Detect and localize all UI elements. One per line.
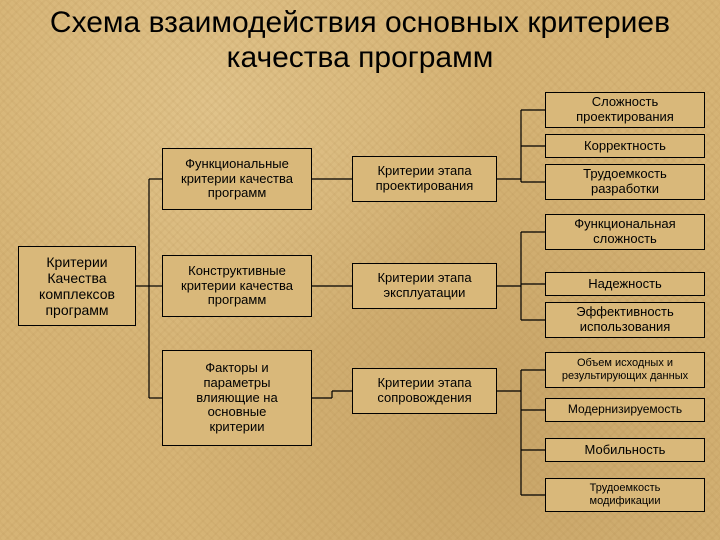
node-c2c: Факторы ипараметрывлияющие наосновныекри… [162,350,312,446]
node-r6: Эффективностьиспользования [545,302,705,338]
node-c2a: Функциональныекритерии качествапрограмм [162,148,312,210]
node-r8: Модернизируемость [545,398,705,422]
node-root: КритерииКачествакомплексовпрограмм [18,246,136,326]
node-r9: Мобильность [545,438,705,462]
node-r1: Сложностьпроектирования [545,92,705,128]
node-r3: Трудоемкостьразработки [545,164,705,200]
node-r5: Надежность [545,272,705,296]
diagram-title: Схема взаимодействия основных критериев … [0,6,720,75]
node-r7: Объем исходных ирезультирующих данных [545,352,705,388]
node-r10: Трудоемкостьмодификации [545,478,705,512]
node-r2: Корректность [545,134,705,158]
node-c2b: Конструктивныекритерии качествапрограмм [162,255,312,317]
node-c3c: Критерии этапасопровождения [352,368,497,414]
node-r4: Функциональнаясложность [545,214,705,250]
node-c3b: Критерии этапаэксплуатации [352,263,497,309]
node-c3a: Критерии этапапроектирования [352,156,497,202]
